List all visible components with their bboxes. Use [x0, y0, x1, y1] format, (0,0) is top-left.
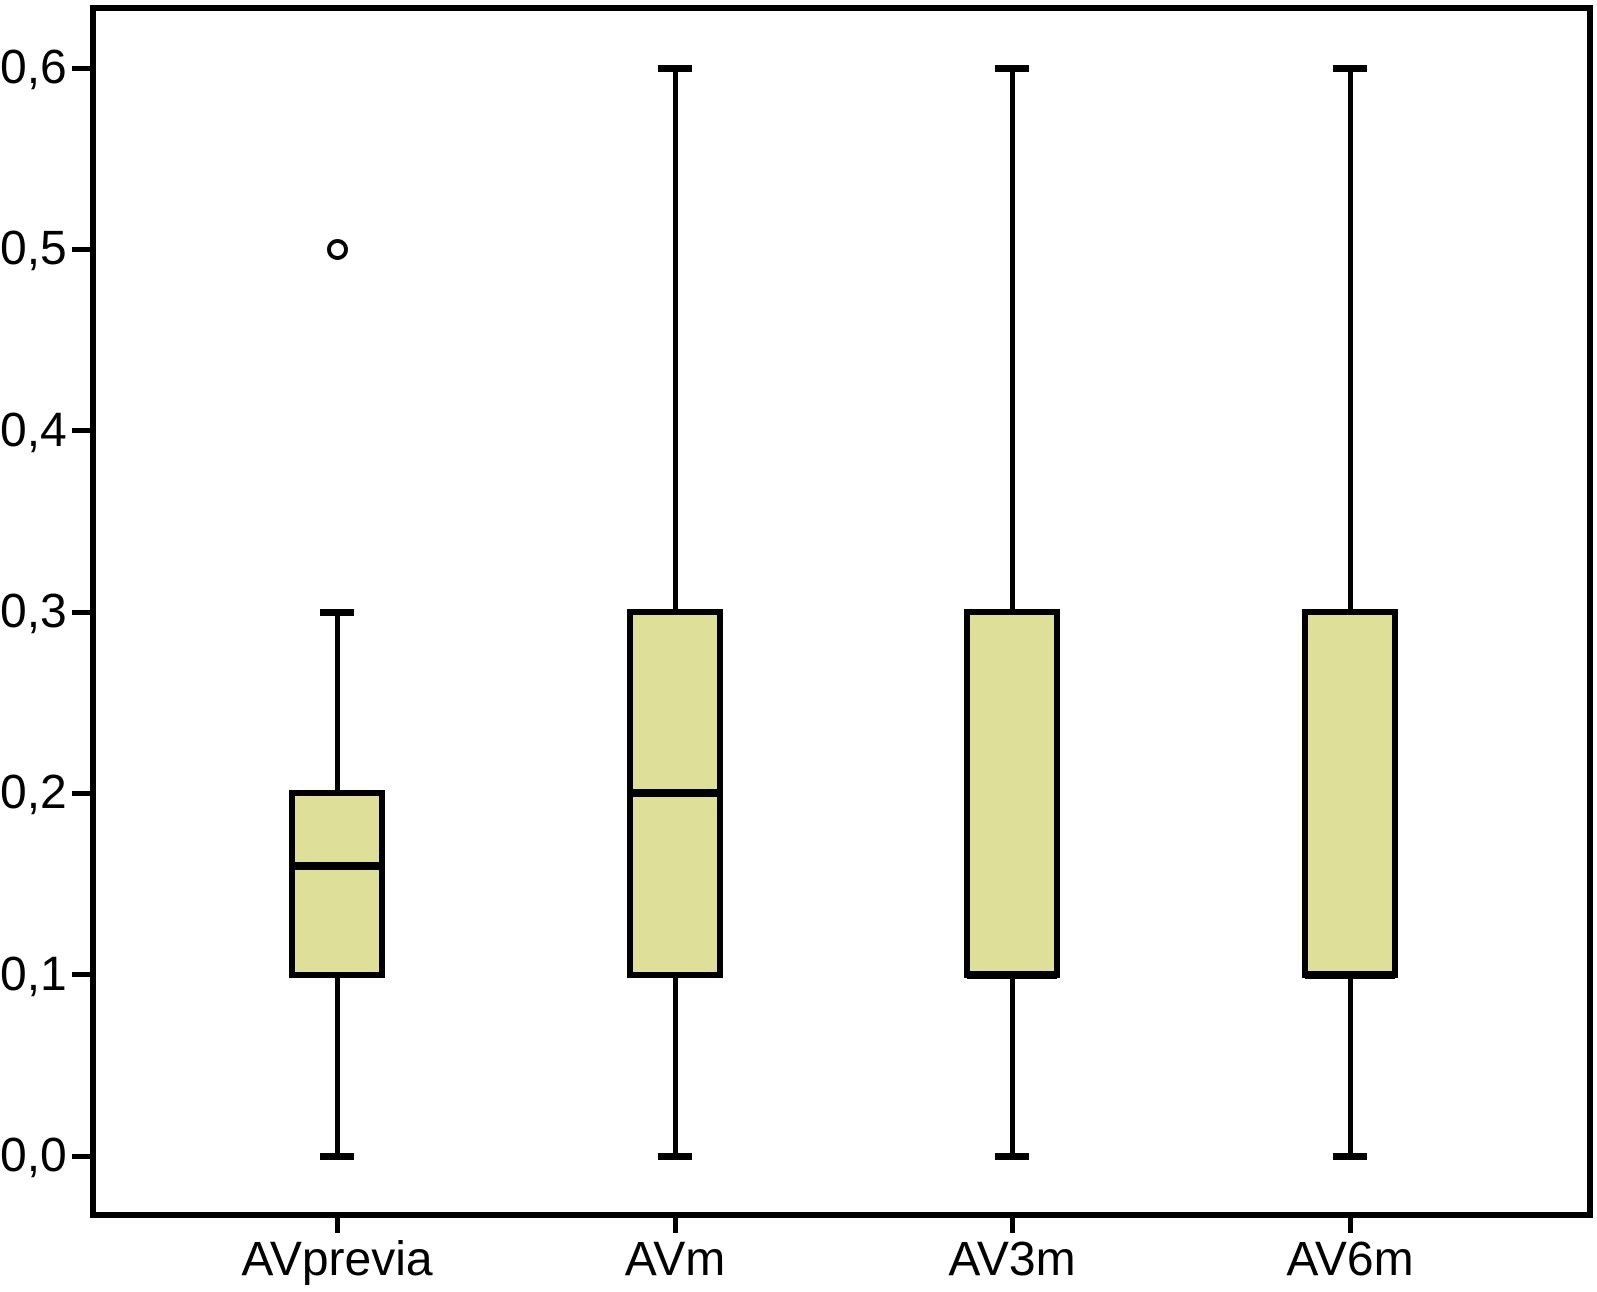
whisker-cap-bottom — [1333, 1153, 1367, 1160]
y-tick-label: 0,1 — [0, 947, 67, 1001]
box-whisker-upper — [1347, 68, 1353, 612]
whisker-cap-top — [320, 609, 354, 616]
box-body — [289, 790, 385, 978]
whisker-cap-bottom — [995, 1153, 1029, 1160]
x-axis-label: AV6m — [1286, 1233, 1414, 1286]
outlier-point — [326, 238, 348, 260]
y-tick — [72, 1153, 90, 1159]
box-whisker-lower — [1347, 974, 1353, 1156]
box-body — [964, 609, 1060, 978]
x-tick — [1009, 1218, 1015, 1233]
y-tick-label: 0,2 — [0, 766, 67, 820]
y-tick — [72, 790, 90, 796]
box-whisker-lower — [334, 974, 340, 1156]
y-tick-label: 0,5 — [0, 222, 67, 276]
median-line — [630, 789, 720, 798]
box-whisker-upper — [1009, 68, 1015, 612]
y-tick — [72, 246, 90, 252]
x-tick — [1347, 1218, 1353, 1233]
y-tick — [72, 972, 90, 978]
whisker-cap-top — [658, 65, 692, 72]
x-axis-label: AV3m — [948, 1233, 1076, 1286]
whisker-cap-top — [995, 65, 1029, 72]
median-line — [292, 861, 382, 870]
box-whisker-upper — [334, 612, 340, 794]
whisker-cap-top — [1333, 65, 1367, 72]
y-tick — [72, 65, 90, 71]
whisker-cap-bottom — [320, 1153, 354, 1160]
x-tick — [334, 1218, 340, 1233]
y-tick — [72, 428, 90, 434]
y-tick-label: 0,4 — [0, 403, 67, 457]
y-tick-label: 0,3 — [0, 585, 67, 638]
box-whisker-lower — [1009, 974, 1015, 1156]
whisker-cap-bottom — [658, 1153, 692, 1160]
y-tick-label: 0,0 — [0, 1129, 67, 1182]
x-axis-label: AVprevia — [241, 1233, 433, 1286]
box-whisker-upper — [672, 68, 678, 612]
plot-frame — [90, 5, 1593, 1218]
x-axis-label: AVm — [624, 1233, 726, 1286]
box-body — [1302, 609, 1398, 978]
box-whisker-lower — [672, 974, 678, 1156]
median-line — [1305, 970, 1395, 979]
y-tick — [72, 609, 90, 615]
median-line — [967, 970, 1057, 979]
x-tick — [672, 1218, 678, 1233]
y-tick-label: 0,6 — [0, 41, 67, 94]
